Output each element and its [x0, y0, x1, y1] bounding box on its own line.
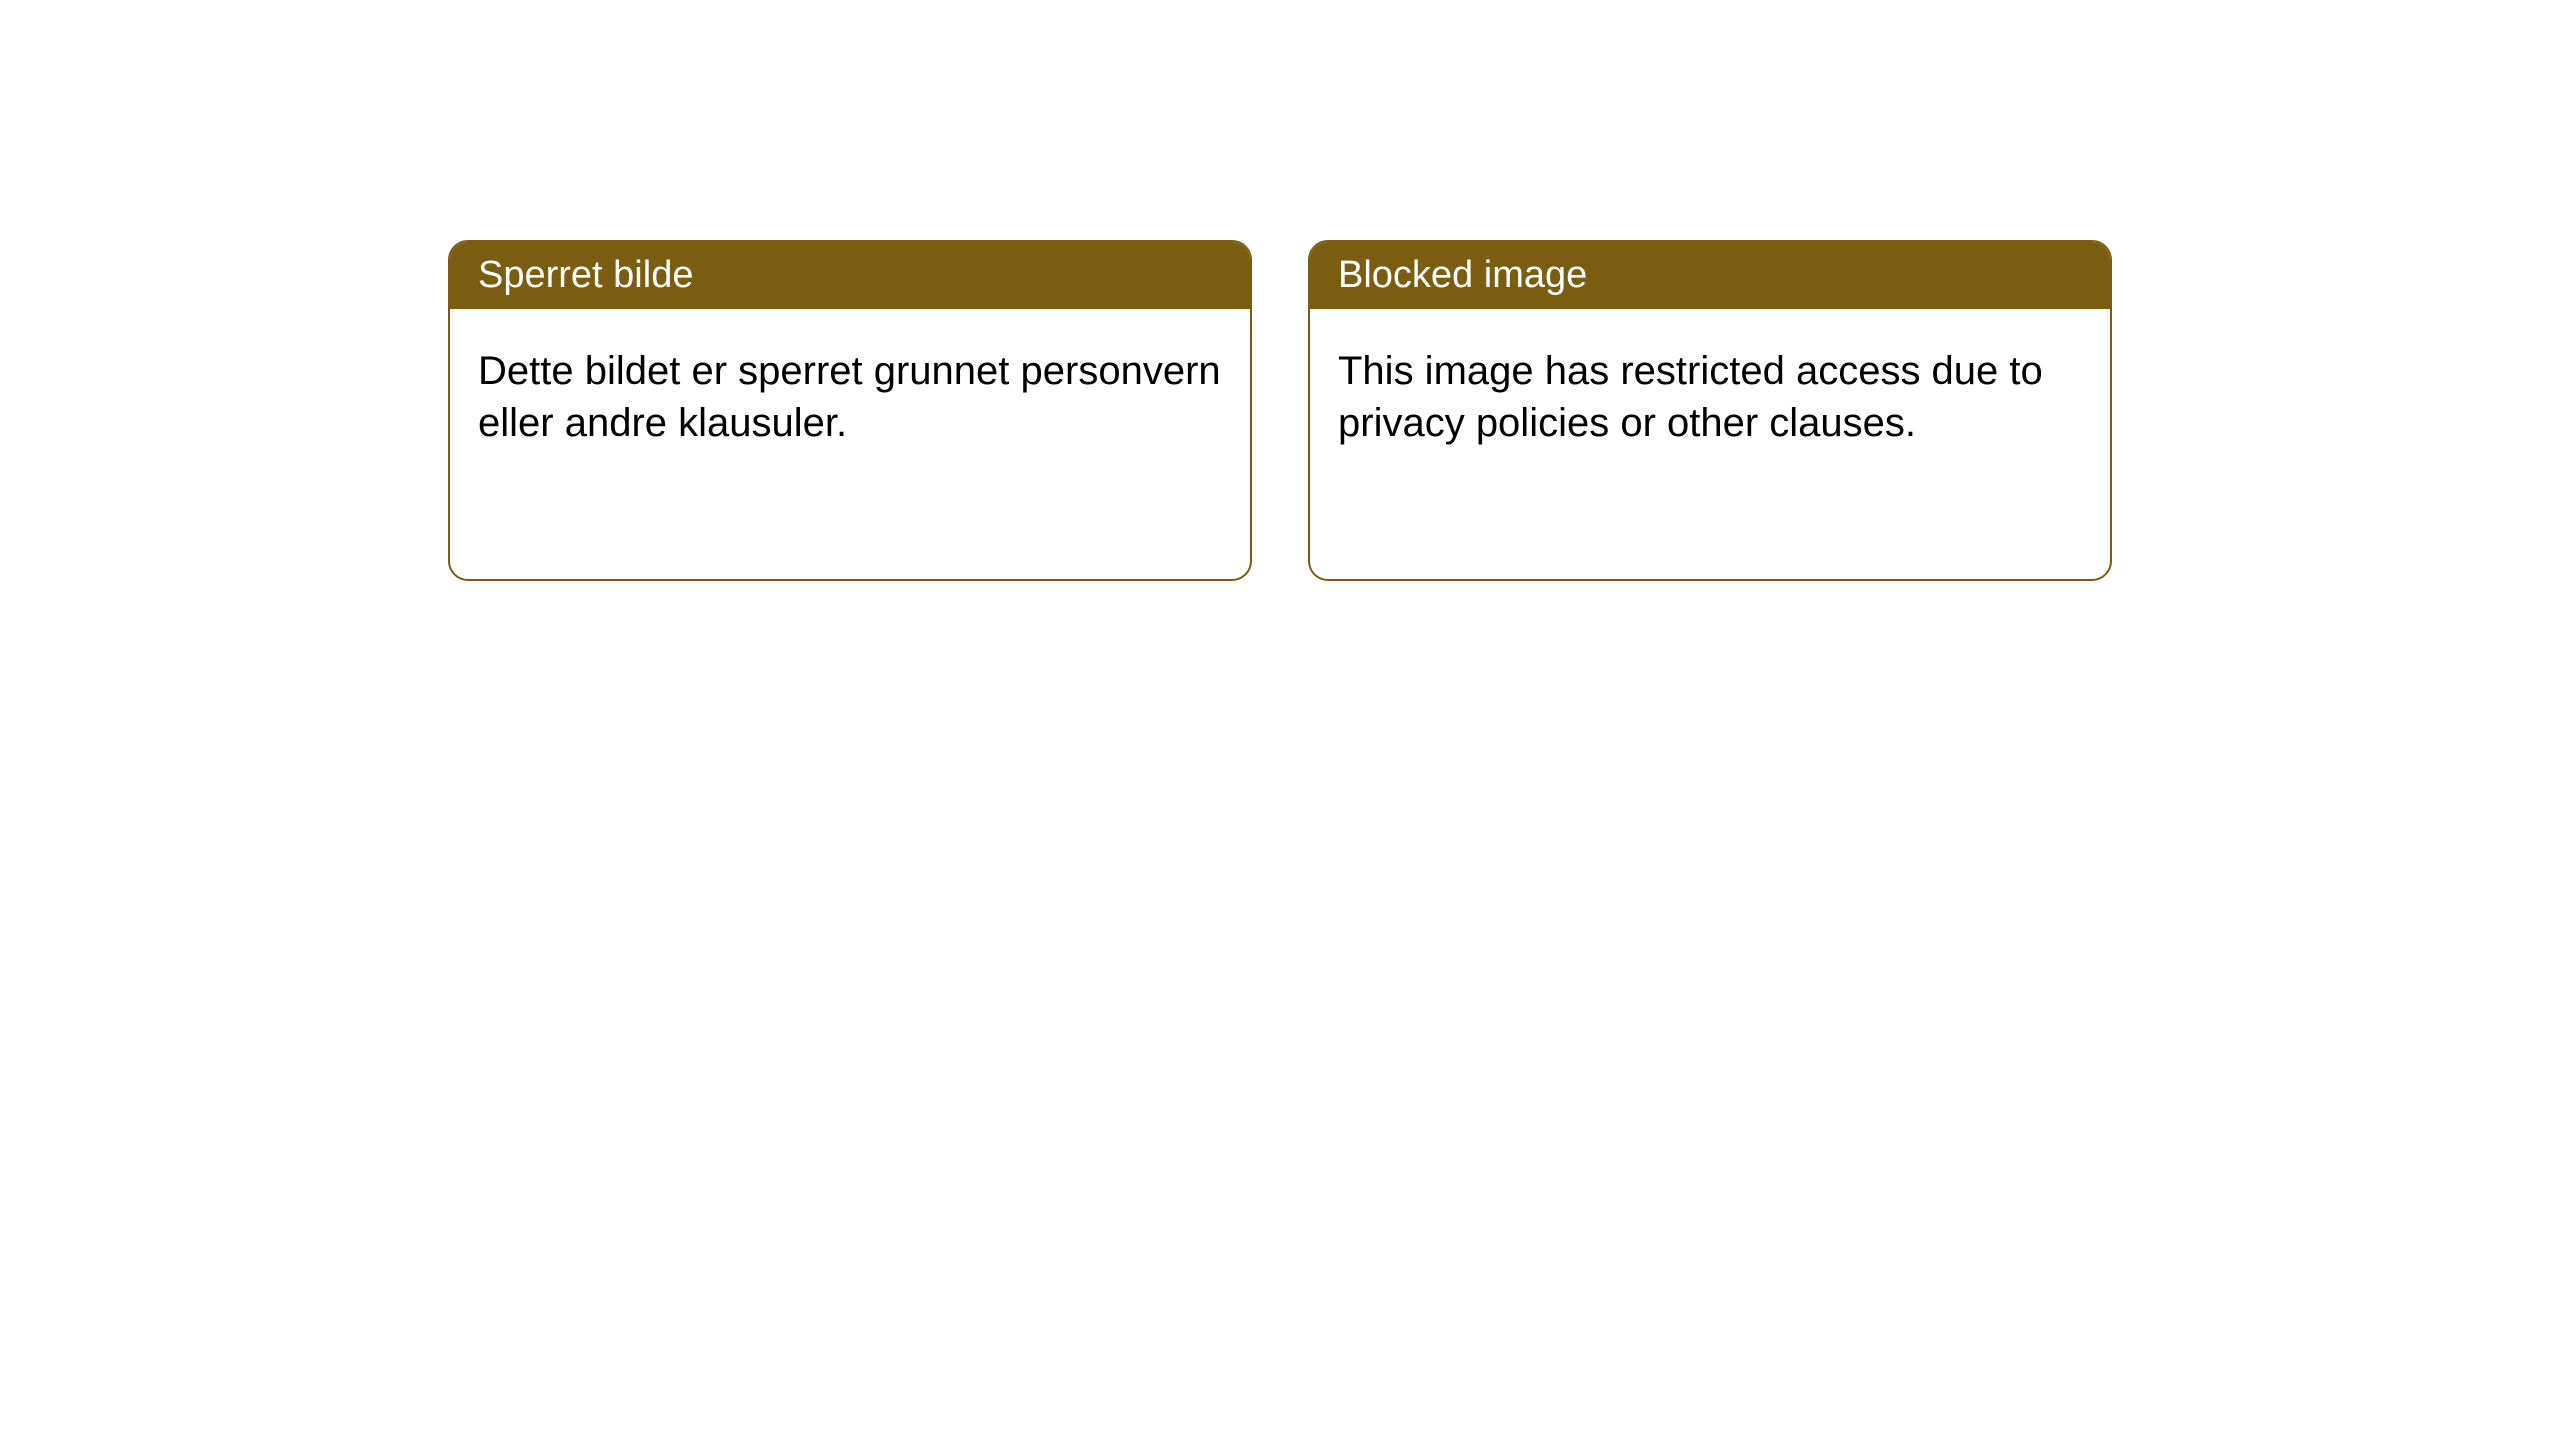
notice-card-body-text: Dette bildet er sperret grunnet personve…: [478, 349, 1221, 445]
notice-card-body: Dette bildet er sperret grunnet personve…: [450, 309, 1250, 579]
notice-card-norwegian: Sperret bilde Dette bildet er sperret gr…: [448, 240, 1252, 581]
notice-card-title: Blocked image: [1338, 254, 1587, 296]
notice-card-english: Blocked image This image has restricted …: [1308, 240, 2112, 581]
notice-card-title: Sperret bilde: [478, 254, 693, 296]
notice-card-body-text: This image has restricted access due to …: [1338, 349, 2043, 445]
notice-card-header: Sperret bilde: [450, 242, 1250, 309]
notice-card-header: Blocked image: [1310, 242, 2110, 309]
notice-card-body: This image has restricted access due to …: [1310, 309, 2110, 579]
notice-container: Sperret bilde Dette bildet er sperret gr…: [0, 0, 2560, 581]
